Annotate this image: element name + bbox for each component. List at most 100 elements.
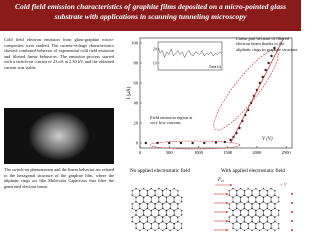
atom (239, 227, 242, 229)
atom (278, 196, 280, 199)
atom (232, 227, 234, 229)
atom (173, 227, 175, 229)
force-subscript: el (221, 179, 224, 183)
atom (270, 209, 272, 212)
atom (131, 203, 133, 205)
atom (181, 209, 183, 212)
atom (173, 214, 175, 216)
hexagon (255, 221, 264, 231)
atom (228, 203, 230, 205)
inset-y-tick-label: 10 (153, 61, 157, 65)
atom (251, 207, 253, 210)
atom (146, 190, 149, 192)
atom (258, 190, 261, 192)
charge (291, 220, 293, 222)
data-point (179, 141, 183, 145)
atom (255, 209, 257, 212)
y-tick-label: 40 (134, 101, 139, 106)
atom (142, 223, 145, 225)
atom (177, 203, 179, 205)
atom (258, 216, 261, 218)
atom (236, 216, 238, 218)
data-point (168, 141, 171, 145)
atom (251, 229, 253, 232)
atom (142, 196, 145, 199)
atom (154, 203, 156, 205)
atom (161, 207, 164, 210)
plot-frame (139, 37, 293, 149)
atom (142, 209, 145, 212)
atom (239, 223, 242, 225)
atom (154, 194, 156, 196)
atom (243, 207, 246, 210)
atom (135, 209, 137, 212)
atom (135, 214, 137, 216)
data-point (144, 141, 148, 145)
atom (247, 201, 249, 203)
atom (146, 194, 149, 196)
atom (228, 194, 230, 196)
inset-frame (157, 41, 223, 71)
atom (165, 196, 168, 199)
atom (165, 187, 168, 190)
y-tick-label: 80 (134, 61, 139, 66)
atom (274, 220, 276, 223)
atom (251, 194, 253, 196)
hexagon (143, 221, 152, 231)
atom (232, 196, 234, 199)
atom (165, 201, 168, 203)
atom (251, 220, 253, 223)
atom (228, 207, 230, 210)
atom (135, 223, 137, 225)
atom (158, 209, 160, 212)
atom (154, 207, 156, 210)
hexagon (248, 221, 257, 231)
x-tick-label: 500 (166, 150, 174, 155)
charge-label: + V (280, 182, 288, 187)
atom (262, 223, 265, 225)
charge (291, 211, 293, 213)
atom (161, 203, 164, 205)
hexagon (166, 221, 175, 231)
atom (243, 194, 246, 196)
atom (139, 207, 141, 210)
annotation: Field emission region at very low curren… (150, 115, 193, 126)
atom (274, 229, 276, 232)
y-tick-label: 60 (134, 81, 139, 86)
atom (158, 201, 160, 203)
inset-line (157, 47, 223, 58)
fit-line (230, 38, 284, 144)
atom (150, 196, 152, 199)
hexagon (270, 221, 279, 231)
data-point (223, 140, 226, 144)
atom (236, 207, 238, 210)
atom (251, 216, 253, 218)
atom (239, 209, 242, 212)
atom (146, 207, 149, 210)
atom (232, 187, 234, 190)
atom (131, 220, 133, 223)
highlight (149, 140, 241, 150)
atom (131, 194, 133, 196)
annotation: Linear part because of filtered electron… (236, 36, 298, 52)
atom (173, 223, 175, 225)
atom (139, 229, 141, 232)
atom (228, 216, 230, 218)
atom (274, 190, 276, 192)
atom (255, 201, 257, 203)
charge (291, 193, 293, 195)
atom (228, 220, 230, 223)
atom (266, 216, 268, 218)
atom (139, 220, 141, 223)
atom (270, 196, 272, 199)
atom (158, 223, 160, 225)
atom (181, 214, 183, 216)
x-tick-label: 2000 (252, 150, 262, 155)
atom (258, 229, 261, 232)
atom (177, 207, 179, 210)
atom (266, 203, 268, 205)
atom (236, 190, 238, 192)
atom (266, 194, 268, 196)
atom (274, 203, 276, 205)
atom (274, 216, 276, 218)
